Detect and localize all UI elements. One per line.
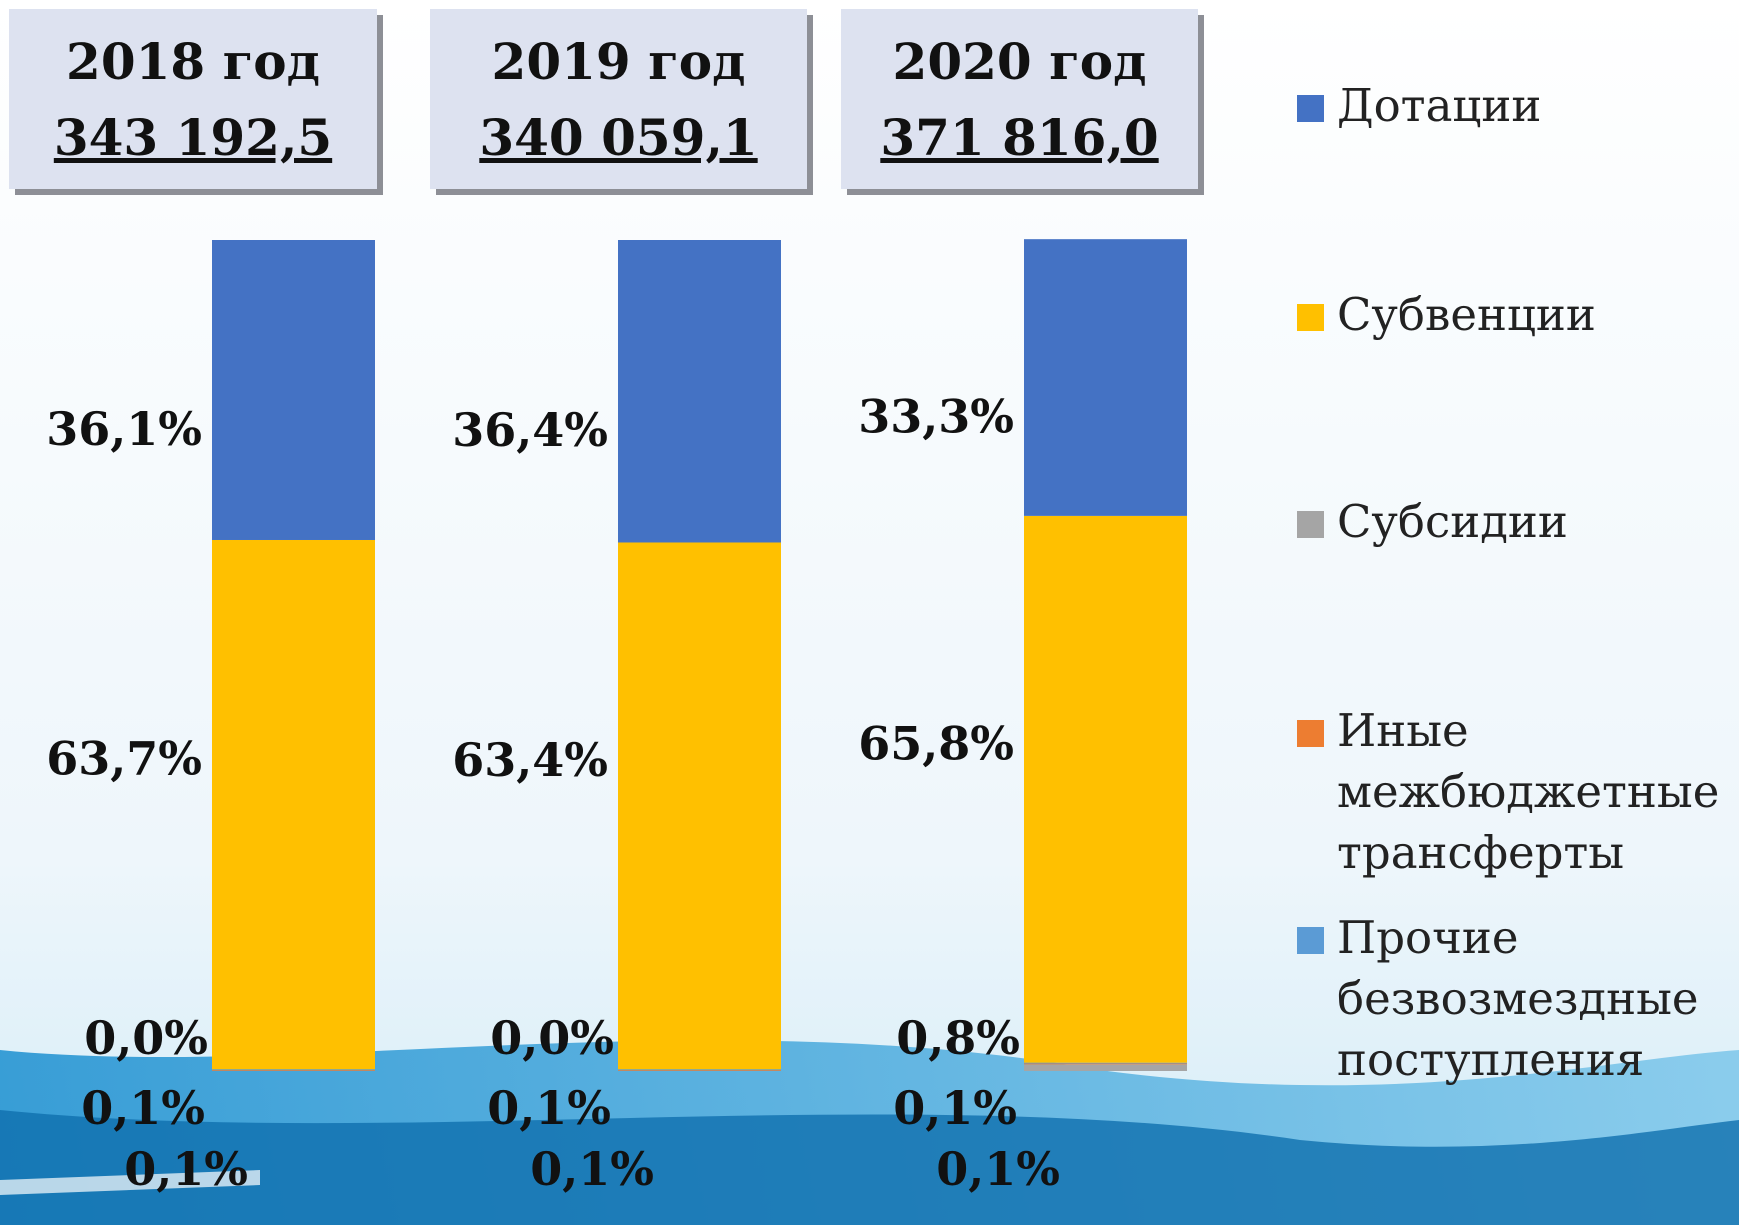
data-label: 0,0% — [84, 1011, 208, 1065]
legend-swatch — [1297, 927, 1324, 954]
legend-label: Прочие безвозмездные поступления — [1337, 907, 1737, 1090]
legend-label: Иные межбюджетные трансферты — [1337, 700, 1737, 883]
data-label: 33,3% — [858, 390, 1014, 444]
header-total: 371 816,0 — [880, 108, 1158, 167]
data-label: 63,7% — [46, 732, 202, 786]
legend-item: Субвенции — [1297, 284, 1737, 345]
bar-segment — [1024, 516, 1187, 1063]
bar-segment — [1024, 239, 1187, 516]
data-label: 0,1% — [893, 1081, 1017, 1135]
data-label: 36,1% — [46, 402, 202, 456]
data-label: 65,8% — [858, 716, 1014, 770]
legend-swatch — [1297, 720, 1324, 747]
header-total: 343 192,5 — [54, 108, 332, 167]
header-year: 2020 год — [893, 32, 1147, 91]
header-total: 340 059,1 — [479, 108, 757, 167]
bar-segment — [1024, 1063, 1187, 1064]
bar-segment — [212, 540, 375, 1069]
data-label: 36,4% — [452, 403, 608, 457]
data-label: 0,8% — [896, 1011, 1020, 1065]
legend-item: Дотации — [1297, 75, 1737, 136]
data-label: 63,4% — [452, 733, 608, 787]
page: 2018 год 343 192,5 0,0% 0,1% 0,1% 63,7% 36,1% 2… — [0, 0, 1739, 1225]
bar-segment — [1024, 1064, 1187, 1065]
bar-segment — [212, 240, 375, 540]
legend-label: Субвенции — [1337, 284, 1737, 345]
bar-segment — [618, 542, 781, 1069]
legend-swatch — [1297, 304, 1324, 331]
legend-swatch — [1297, 95, 1324, 122]
data-label: 0,1% — [81, 1081, 205, 1135]
legend-item: Прочие безвозмездные поступления — [1297, 907, 1737, 1090]
legend-item: Иные межбюджетные трансферты — [1297, 700, 1737, 883]
header-year: 2018 год — [66, 32, 320, 91]
legend-item: Субсидии — [1297, 491, 1737, 552]
bar-segment — [618, 1070, 781, 1071]
bar-segment — [1024, 1064, 1187, 1071]
bar-segment — [212, 1070, 375, 1071]
data-label: 0,1% — [487, 1081, 611, 1135]
legend-swatch — [1297, 511, 1324, 538]
header-year: 2019 год — [492, 32, 746, 91]
data-label: 0,1% — [124, 1142, 248, 1196]
bar-segment — [212, 1069, 375, 1070]
data-label: 0,0% — [490, 1011, 614, 1065]
bar-segment — [618, 240, 781, 542]
bar-segment — [618, 1069, 781, 1070]
legend-label: Субсидии — [1337, 491, 1737, 552]
data-label: 0,1% — [530, 1142, 654, 1196]
data-label: 0,1% — [936, 1142, 1060, 1196]
legend-label: Дотации — [1337, 75, 1737, 136]
